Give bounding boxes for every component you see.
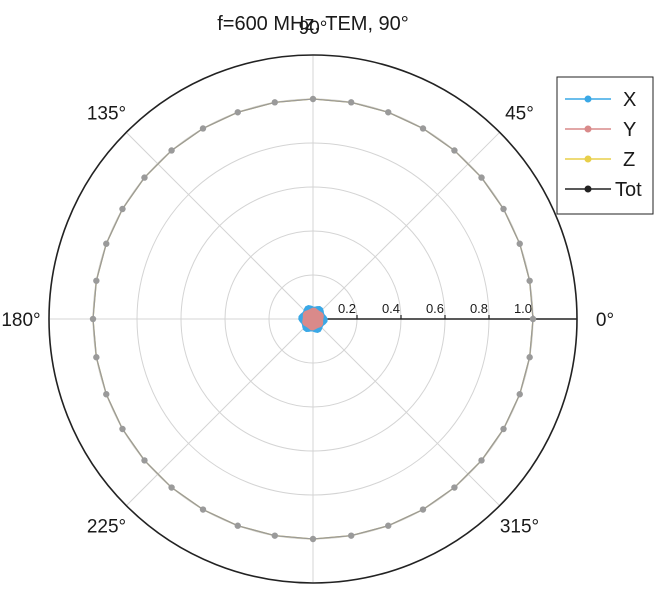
series-point-tot (500, 425, 507, 433)
series-point-tot (516, 391, 523, 398)
series-point-tot (500, 205, 507, 213)
radial-tick-labels: 0.2 0.4 0.6 0.8 1.0 (338, 301, 532, 316)
series-point-tot (168, 147, 175, 154)
series-point-tot (478, 174, 485, 181)
series-tot (89, 95, 537, 543)
series-point-tot (199, 125, 207, 132)
angle-tick-label: 45° (505, 104, 534, 125)
radial-tick-label: 0.6 (426, 301, 444, 316)
series-point-tot (199, 506, 207, 513)
angle-tick-label: 180° (1, 310, 40, 331)
series-point-tot (516, 240, 523, 247)
series-point-tot (451, 147, 458, 154)
series-point-tot (451, 484, 458, 491)
series-point-tot (385, 109, 392, 116)
angle-tick-label: 90° (299, 18, 328, 39)
series-point-tot (119, 425, 126, 433)
legend-label: X (623, 89, 636, 111)
series-point-tot (141, 174, 148, 181)
angular-grid-line (125, 318, 314, 507)
radial-tick-label: 0.4 (382, 301, 400, 316)
series-point-tot (271, 99, 278, 106)
angle-tick-label: 0° (596, 310, 614, 331)
series-point-tot (419, 506, 427, 513)
series-point-tot (234, 109, 241, 116)
radial-tick-label: 0.8 (470, 301, 488, 316)
series-point-tot (93, 354, 100, 361)
legend-swatch-marker (584, 95, 592, 103)
series-point-tot (348, 532, 355, 539)
series-point-tot (309, 95, 317, 103)
angle-tick-label: 315° (500, 516, 539, 537)
legend-label: Tot (615, 179, 642, 201)
series-point-tot (478, 457, 485, 464)
series-point-tot (103, 391, 110, 398)
radial-tick-label: 0.2 (338, 301, 356, 316)
radial-tick-label: 1.0 (514, 301, 532, 316)
series-point-tot (89, 315, 97, 323)
angular-grid-line (312, 318, 501, 507)
series-layer (89, 95, 537, 543)
series-point-tot (526, 354, 533, 361)
series-line-y (302, 307, 324, 331)
outer-boundary-circle (48, 54, 578, 584)
series-point-tot (234, 522, 241, 529)
legend-swatch-marker (584, 155, 592, 163)
series-point-tot (385, 522, 392, 529)
series-point-tot (529, 315, 537, 323)
series-point-tot (419, 125, 427, 132)
series-point-tot (309, 535, 317, 543)
legend-swatch-marker (584, 185, 592, 193)
series-y (302, 307, 324, 331)
series-point-tot (119, 205, 126, 213)
legend-box (556, 76, 654, 215)
series-point-tot (141, 457, 148, 464)
angular-grid-line (125, 131, 314, 320)
legend-label: Y (623, 119, 636, 141)
angular-grid-line (312, 131, 501, 320)
angle-tick-labels: 0°45°90°135°180°225°270°315° (1, 18, 614, 537)
series-point-tot (103, 240, 110, 247)
series-point-tot (348, 99, 355, 106)
legend: XYZ Tot (556, 76, 654, 215)
chart-title: f=600 MHz, TEM, 90° (217, 13, 409, 35)
angle-tick-label: 225° (87, 516, 126, 537)
legend-label: Z (623, 149, 635, 171)
series-point-tot (526, 277, 533, 284)
angle-tick-label: 135° (87, 104, 126, 125)
legend-swatch-marker (584, 125, 592, 133)
series-point-tot (271, 532, 278, 539)
series-point-tot (168, 484, 175, 491)
series-point-tot (93, 277, 100, 284)
